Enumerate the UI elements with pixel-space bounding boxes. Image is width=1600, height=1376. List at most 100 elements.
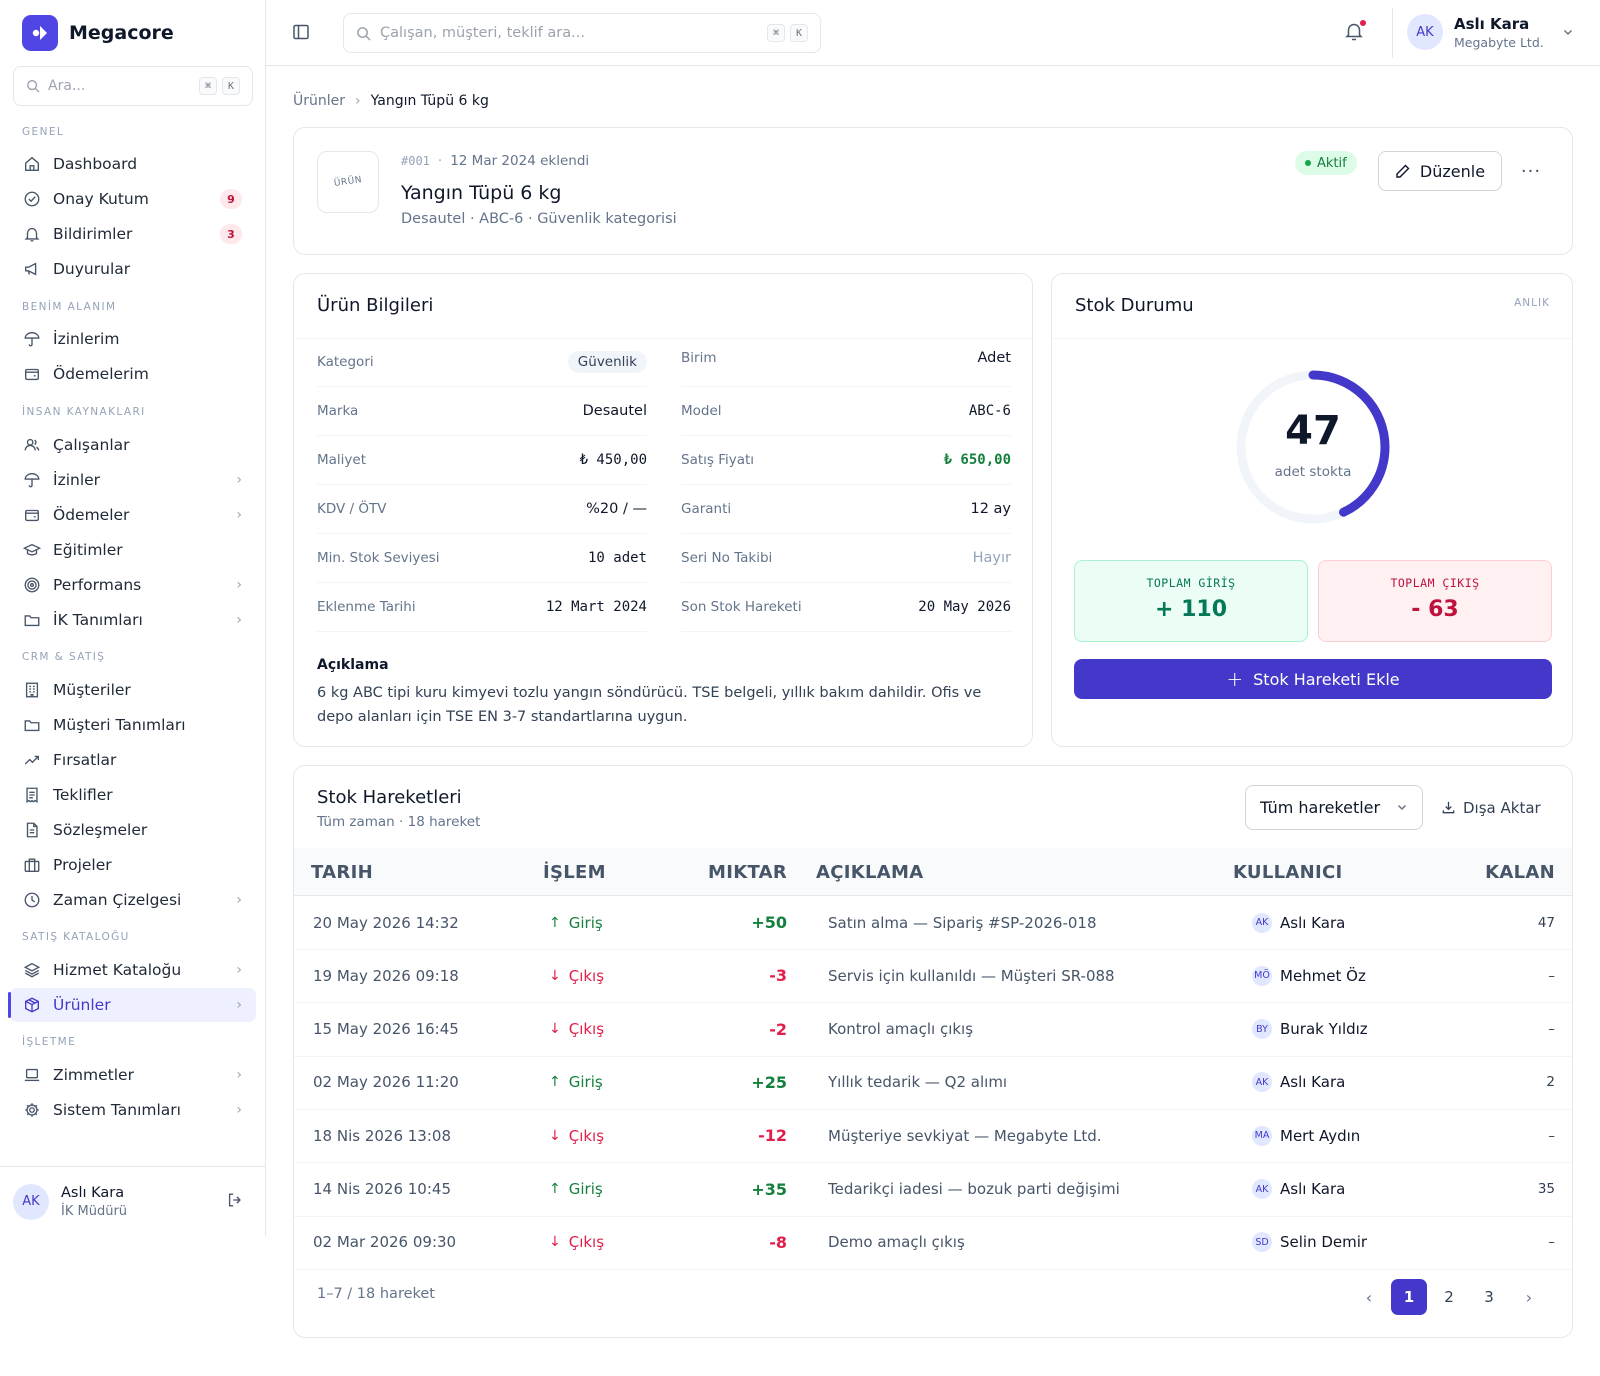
user-menu[interactable]: AK Aslı Kara Megabyte Ltd. [1407,14,1574,50]
avatar: MÖ [1252,965,1272,986]
cell-remaining: 35 [1537,1181,1555,1197]
cell-date: 19 May 2026 09:18 [313,966,459,985]
sidebar-item-label: Teklifler [53,786,113,804]
total-in-value: + 110 [1154,597,1227,622]
stock-status-card: Stok Durumu ANLIK 47 adet stokta TOPLAM … [1051,273,1573,747]
arrow-down-icon: ↓ [549,967,561,984]
info-key: Birim [681,350,717,366]
cell-date: 14 Nis 2026 10:45 [313,1180,451,1198]
sidebar-item-performance[interactable]: Performans › [10,568,256,602]
sidebar-item-employees[interactable]: Çalışanlar [10,428,256,462]
page-button[interactable]: 2 [1444,1288,1454,1306]
global-search-input[interactable]: Çalışan, müşteri, teklif ara... ⌘ K [343,13,821,53]
sidebar-item-trainings[interactable]: Eğitimler [10,533,256,567]
info-value: ABC-6 [968,403,1011,419]
table-row[interactable]: 14 Nis 2026 10:45 ↑ Giriş +35 Tedarikçi iade… [294,1163,1572,1217]
stock-gauge: 47 adet stokta [1234,368,1392,526]
sidebar-item-label: Duyurular [53,260,131,278]
users-icon [22,435,42,455]
page-button[interactable]: 1 [1391,1279,1427,1315]
cell-description: Satın alma — Sipariş #SP-2026-018 [828,913,1097,932]
sidebar-item-announcements[interactable]: Duyurular [10,252,256,286]
chevron-right-icon: › [236,577,242,593]
sidebar-item-projects[interactable]: Projeler [10,848,256,882]
sidebar-toggle-icon[interactable] [291,22,311,46]
page-button[interactable]: 3 [1484,1288,1494,1306]
sidebar-item-assets[interactable]: Zimmetler › [10,1058,256,1092]
arrow-up-icon: ↑ [549,1181,561,1197]
sidebar-search-input[interactable]: Ara... ⌘ K [13,66,253,106]
search-icon [27,80,40,93]
sidebar-item-label: Projeler [53,856,112,874]
sidebar-item-approvals[interactable]: Onay Kutum 9 [10,182,256,216]
section-label-crm: CRM & SATIŞ [22,651,106,663]
sidebar-item-leaves[interactable]: İzinler › [10,463,256,497]
sidebar-item-notifications[interactable]: Bildirimler 3 [10,217,256,251]
chevron-right-icon[interactable]: › [1525,1287,1533,1307]
movement-filter-select[interactable]: Tüm hareketler [1245,785,1423,830]
cell-quantity: -3 [769,966,787,986]
product-meta: #001 · 12 Mar 2024 eklendi [401,153,589,169]
sidebar-item-label: İzinlerim [53,330,120,348]
sidebar-item-label: İK Tanımları [53,611,143,629]
sidebar-item-service-catalog[interactable]: Hizmet Kataloğu › [10,953,256,987]
sidebar-item-customers[interactable]: Müşteriler [10,673,256,707]
sidebar-item-label: Hizmet Kataloğu [53,961,182,979]
sidebar-item-customer-definitions[interactable]: Müşteri Tanımları [10,708,256,742]
total-in-box: TOPLAM GİRİŞ + 110 [1074,560,1308,642]
arrow-down-icon: ↓ [549,1021,561,1038]
target-icon [22,575,42,595]
sidebar-item-label: Dashboard [53,155,138,173]
chevron-right-icon: › [236,1102,242,1118]
building-icon [22,680,42,700]
table-row[interactable]: 02 May 2026 11:20 ↑ Giriş +25 Yıllık tedarik… [294,1056,1572,1110]
cell-operation: ↓ Çıkış [549,1216,604,1269]
chevron-left-icon[interactable]: ‹ [1365,1287,1373,1307]
info-row: Min. Stok Seviyesi 10 adet Seri No Takibi… [317,534,1011,583]
divider [1392,8,1393,58]
sidebar-item-products[interactable]: Ürünler › [8,988,256,1022]
column-header[interactable]: KALAN [1485,862,1555,883]
sidebar-item-payments[interactable]: Ödemeler › [10,498,256,532]
chevron-right-icon: › [236,892,242,908]
sidebar-item-opportunities[interactable]: Fırsatlar [10,743,256,777]
gauge-arc [1236,370,1390,524]
sidebar-item-system-definitions[interactable]: Sistem Tanımları › [10,1093,256,1127]
brand[interactable]: Megacore [22,15,174,51]
avatar: SD [1252,1232,1272,1253]
table-row[interactable]: 15 May 2026 16:45 ↓ Çıkış -2 Kontrol amaçlı … [294,1003,1572,1057]
cell-operation: ↑ Giriş [549,1163,603,1216]
sidebar-user-name: Aslı Kara [61,1184,125,1201]
wallet-icon [22,364,42,384]
table-row[interactable]: 02 Mar 2026 09:30 ↓ Çıkış -8 Demo amaçlı çık… [294,1216,1572,1270]
notifications-bell-icon[interactable] [1344,19,1367,46]
edit-button[interactable]: Düzenle [1378,151,1502,191]
chevron-right-icon: › [236,997,242,1013]
column-header[interactable]: MIKTAR [708,862,788,883]
info-key: Garanti [681,501,732,517]
pagination: ‹ 1 2 3 › [1347,1279,1547,1315]
table-row[interactable]: 20 May 2026 14:32 ↑ Giriş +50 Satın alma — S… [294,896,1572,950]
sidebar-item-quotes[interactable]: Teklifler [10,778,256,812]
sidebar-item-dashboard[interactable]: Dashboard [10,147,256,181]
brand-logo-icon [22,15,58,51]
logout-icon[interactable] [226,1191,244,1213]
breadcrumb-parent[interactable]: Ürünler [293,93,346,109]
add-stock-movement-button[interactable]: + Stok Hareketi Ekle [1074,659,1552,699]
sidebar-item-my-payments[interactable]: Ödemelerim [10,357,256,391]
home-icon [22,154,42,174]
column-header[interactable]: TARIH [311,862,373,883]
sidebar-item-my-leaves[interactable]: İzinlerim [10,322,256,356]
sidebar-item-timesheet[interactable]: Zaman Çizelgesi › [10,883,256,917]
table-row[interactable]: 19 May 2026 09:18 ↓ Çıkış -3 Servis için kul… [294,949,1572,1004]
column-header[interactable]: AÇIKLAMA [816,862,924,883]
column-header[interactable]: KULLANICI [1233,862,1343,883]
export-label: Dışa Aktar [1463,798,1541,817]
column-header[interactable]: İŞLEM [543,862,606,883]
table-row[interactable]: 18 Nis 2026 13:08 ↓ Çıkış -12 Müşteriye sevk… [294,1109,1572,1164]
more-options-button[interactable]: ··· [1520,160,1542,182]
plus-icon: + [1226,667,1244,691]
sidebar-item-contracts[interactable]: Sözleşmeler [10,813,256,847]
export-button[interactable]: Dışa Aktar [1441,785,1541,830]
sidebar-item-hr-definitions[interactable]: İK Tanımları › [10,603,256,637]
